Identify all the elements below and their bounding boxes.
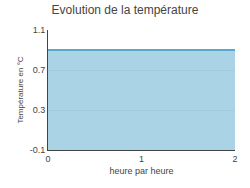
svg-text:Evolution de la température: Evolution de la température [52, 3, 199, 17]
svg-text:Température en °C: Température en °C [16, 56, 25, 123]
svg-text:1.1: 1.1 [33, 25, 46, 35]
svg-text:2: 2 [232, 154, 237, 164]
svg-text:0: 0 [45, 154, 50, 164]
svg-text:0.3: 0.3 [33, 105, 46, 115]
svg-text:-0.1: -0.1 [30, 145, 46, 155]
svg-text:0.7: 0.7 [33, 65, 46, 75]
svg-text:1: 1 [139, 154, 144, 164]
svg-text:heure par heure: heure par heure [109, 166, 173, 176]
